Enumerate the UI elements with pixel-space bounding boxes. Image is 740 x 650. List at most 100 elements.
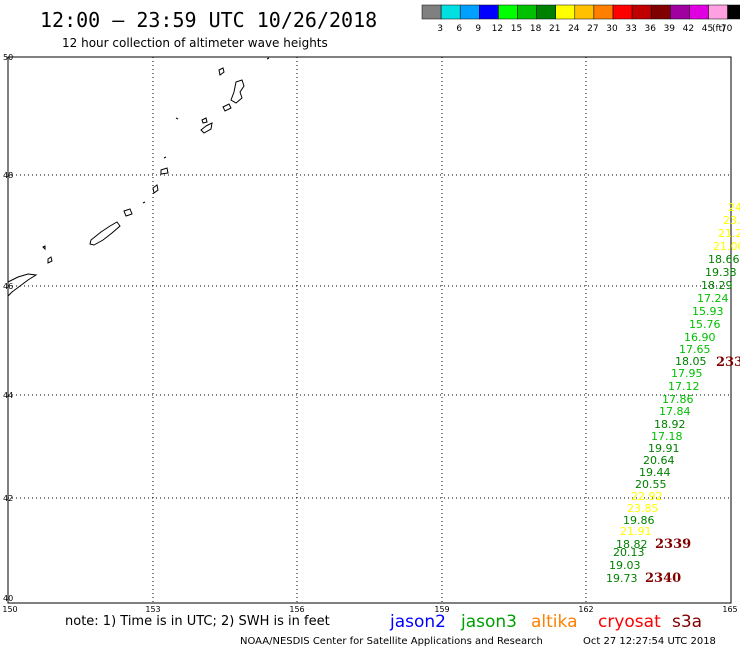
legend-label: 45 (702, 24, 713, 34)
wave-height-color-legend: 3 6 9 12 15 18 21 24 27 30 33 36 39 42 45 70 (421, 4, 740, 34)
satellite-name: altika (531, 612, 578, 632)
lat-label: 44 (3, 391, 13, 400)
wave-height-value: 18.29 (701, 279, 733, 292)
legend-swatch (727, 4, 740, 20)
wave-height-value: 19.38 (705, 266, 737, 279)
wave-height-value: 17.84 (659, 405, 691, 418)
lat-label: 48 (3, 171, 13, 180)
time-label: 233 (716, 355, 740, 370)
legend-label: 24 (568, 24, 580, 34)
coastline-hokkaido (7, 273, 38, 297)
satellite-name: jason2 (389, 612, 446, 632)
wave-height-value: 17.95 (671, 367, 703, 380)
legend-label: 42 (683, 24, 694, 34)
map-subtitle: 12 hour collection of altimeter wave hei… (62, 36, 328, 50)
island-outline (42, 245, 46, 251)
legend-label: 36 (644, 24, 656, 34)
island-outline (230, 79, 245, 104)
map-title: 12:00 – 23:59 UTC 10/26/2018 (40, 8, 377, 32)
wave-height-value: 17.24 (697, 292, 729, 305)
wave-height-value: 18.05 (675, 355, 707, 368)
lon-label: 150 (2, 605, 17, 614)
legend-label: 18 (530, 24, 542, 34)
wave-height-value: 15.76 (689, 318, 721, 331)
satellite-track-values: 2423.21.221.0018.6619.3818.2917.2415.931… (606, 201, 740, 585)
legend-label: 3 (437, 24, 443, 34)
lat-label: 40 (3, 594, 13, 603)
island-outline (175, 117, 179, 120)
island-outline (123, 208, 133, 217)
wave-height-value: 19.91 (648, 442, 680, 455)
graticule (8, 57, 731, 603)
wave-height-value: 18.66 (708, 253, 740, 266)
wave-height-value: 17.12 (668, 380, 700, 393)
legend-label: 30 (606, 24, 618, 34)
satellite-legend: jason2 jason3 altika cryosat s3a (389, 612, 702, 632)
lon-label: 153 (145, 605, 160, 614)
wave-height-value: 19.73 (606, 572, 638, 585)
track-time-labels: 233 2339 2340 (645, 355, 740, 586)
wave-height-value: 18.82 (616, 538, 648, 551)
legend-swatch (612, 4, 633, 20)
island-outline (266, 57, 270, 60)
lon-label: 159 (434, 605, 449, 614)
legend-swatch (650, 4, 671, 20)
footer-timestamp: Oct 27 12:27:54 UTC 2018 (583, 636, 716, 647)
map-frame (7, 56, 732, 604)
island-outline (89, 221, 121, 246)
satellite-name: cryosat (598, 612, 661, 632)
footer-note: note: 1) Time is in UTC; 2) SWH is in fe… (65, 614, 330, 629)
wave-height-value: 16.90 (684, 331, 716, 344)
island-outline (163, 156, 167, 159)
wave-height-value: 17.65 (679, 343, 711, 356)
legend-swatch (593, 4, 614, 20)
legend-swatch (459, 4, 480, 20)
time-label: 2339 (655, 537, 691, 552)
wave-height-value: 20.55 (635, 478, 667, 491)
wave-height-value: 19.44 (639, 466, 671, 479)
wave-height-value: 21.91 (620, 525, 652, 538)
legend-label: 6 (456, 24, 462, 34)
wave-height-value: 21.2 (718, 227, 740, 240)
legend-swatch (479, 4, 499, 20)
wave-height-value: 23.85 (627, 502, 659, 515)
wave-height-value: 19.03 (609, 559, 641, 572)
legend-swatch (555, 4, 576, 20)
legend-label: 39 (664, 24, 676, 34)
wave-height-value: 23. (723, 214, 740, 227)
island-outline (201, 117, 208, 124)
legend-swatch (421, 4, 442, 20)
time-label: 2340 (645, 571, 681, 586)
lat-label: 50 (3, 53, 13, 62)
legend-swatch (574, 4, 595, 20)
legend-swatch (708, 4, 728, 20)
legend-label: 21 (549, 24, 560, 34)
legend-label: 12 (492, 24, 503, 34)
island-outline (222, 103, 232, 112)
island-outline (160, 167, 169, 175)
wave-height-value: 19.86 (623, 514, 655, 527)
lat-label: 46 (3, 282, 13, 291)
wave-height-value: 17.86 (662, 393, 694, 406)
wave-height-value: 15.93 (692, 305, 724, 318)
island-outline (200, 122, 213, 134)
footer-credit: NOAA/NESDIS Center for Satellite Applica… (240, 636, 543, 647)
wave-height-value: 20.13 (613, 546, 645, 559)
legend-swatch (440, 4, 461, 20)
legend-label: 70 (721, 24, 733, 34)
island-outline (218, 67, 225, 76)
legend-unit: (ft) (712, 24, 726, 34)
wave-height-value: 21.00 (713, 240, 740, 253)
legend-swatch (517, 4, 537, 20)
legend-swatch (536, 4, 556, 20)
wave-height-value: 20.64 (643, 454, 675, 467)
legend-label: 9 (475, 24, 481, 34)
lon-label: 156 (289, 605, 304, 614)
island-outline (47, 256, 53, 264)
legend-swatch (689, 4, 709, 20)
island-outline (142, 201, 146, 204)
coastline-kuril-islands (7, 57, 270, 297)
wave-height-value: 17.18 (651, 430, 683, 443)
satellite-name: jason3 (460, 612, 517, 632)
